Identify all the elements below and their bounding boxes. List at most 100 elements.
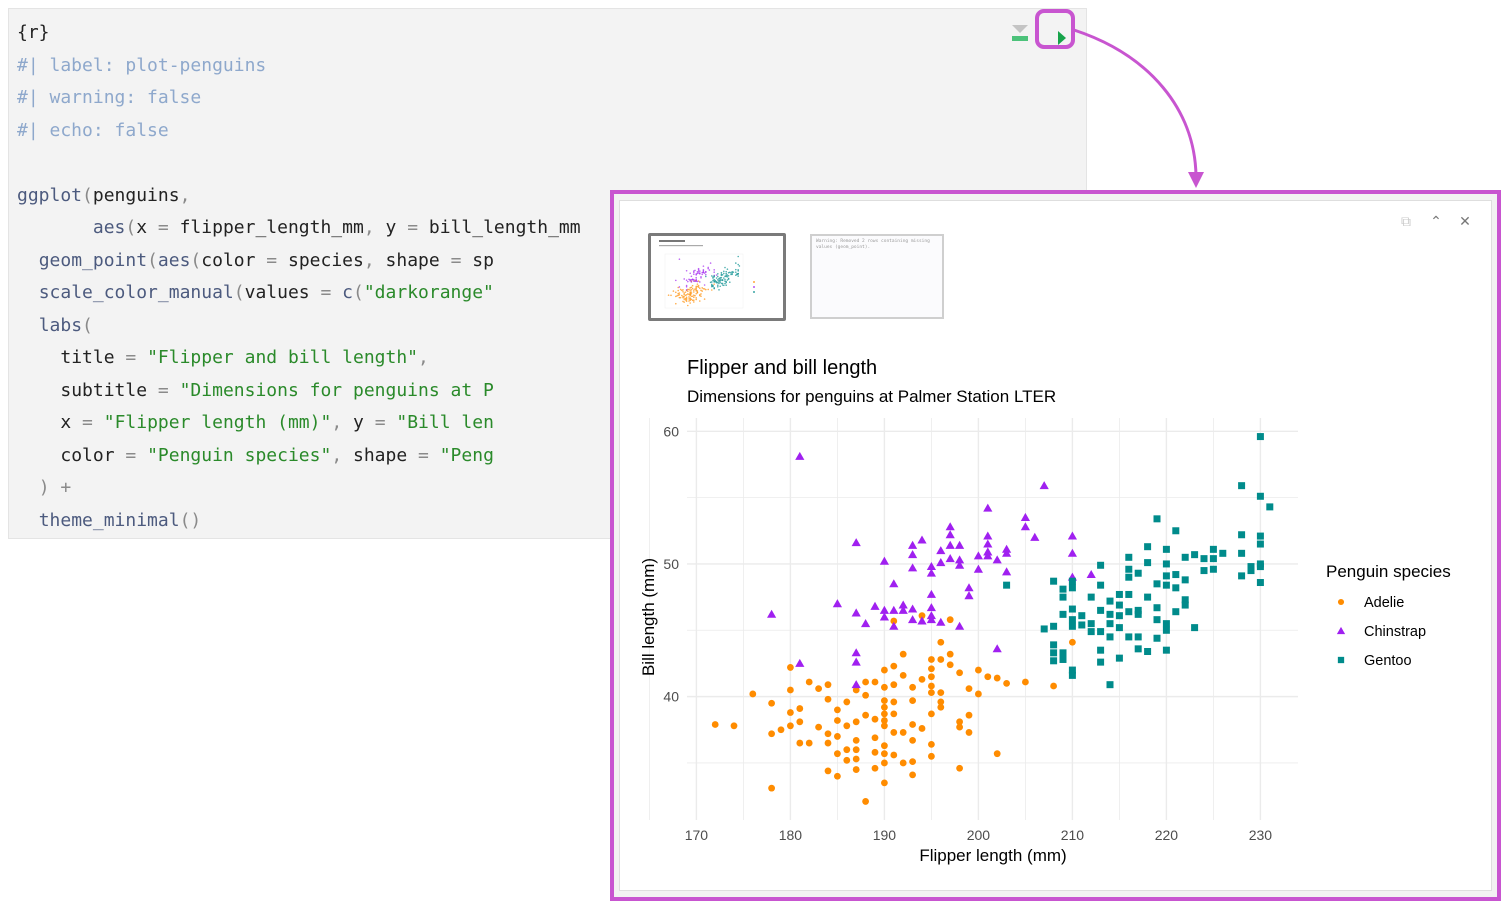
thumbnail-point [696,272,699,275]
code-token-fn: c [342,282,353,303]
thumbnail-point [690,295,693,298]
code-token-text [17,445,60,466]
code-line[interactable]: subtitle = "Dimensions for penguins at P [17,375,581,408]
code-token-comment: #| warning: false [17,87,202,108]
code-line[interactable]: ) + [17,472,581,505]
thumbnail-point [688,288,690,291]
expand-output-icon[interactable]: ⧉ [1401,213,1411,229]
code-token-fn: theme_minimal [38,509,180,531]
thumbnail-point [696,285,699,288]
code-token-text [17,217,93,238]
thumbnail-point [695,290,697,292]
code-line[interactable] [17,147,581,180]
thumbnail-point [684,294,687,297]
thumbnail-point [682,296,684,299]
thumbnail-point [699,270,701,272]
thumbnail-warning-text: Warning: Removed 2 rows containing missi… [816,239,930,250]
thumbnail-point [684,297,687,300]
code-line[interactable]: {r} [17,17,581,50]
thumbnail-point [737,270,739,272]
code-token-punc: , [363,249,386,271]
code-token-str: "Flipper and bill length" [147,347,419,368]
thumbnail-point [719,278,721,280]
thumbnail-point [720,282,723,285]
thumbnail-point [699,281,701,283]
thumbnail-point [699,300,701,302]
thumbnail-point [718,279,720,282]
thumbnail-point [685,269,688,272]
thumbnail-point [714,279,717,282]
code-token-text: bill_length_mm [428,217,581,238]
thumbnail-legend-key [753,286,755,288]
run-previous-chunks-icon[interactable] [1011,23,1029,43]
thumbnail-console-output[interactable]: Warning: Removed 2 rows containing missi… [810,234,944,319]
code-token-text [17,347,60,368]
thumbnail-plot-preview [659,240,755,309]
code-line[interactable]: x = "Flipper length (mm)", y = "Bill len [17,407,581,440]
thumbnail-point [694,288,696,290]
code-token-str: "Flipper length (mm)" [103,412,332,433]
code-line[interactable]: labs( [17,310,581,343]
code-token-punc: = [266,249,288,271]
code-token-punc: () [179,509,202,531]
code-line[interactable]: #| label: plot-penguins [17,50,581,83]
code-token-text: y [385,217,408,238]
thumbnail-point [689,294,691,297]
code-token-punc: = [374,412,397,433]
thumbnail-point [690,289,693,291]
thumbnail-plot[interactable] [648,233,786,321]
code-line[interactable]: scale_color_manual(values = c("darkorang… [17,277,581,310]
thumbnail-point [725,284,727,286]
thumbnail-point [687,293,689,295]
code-token-punc: = [125,444,148,466]
thumbnail-point [689,289,691,291]
code-line[interactable]: geom_point(aes(color = species, shape = … [17,245,581,278]
thumbnail-point [723,270,725,273]
thumbnail-point [697,270,700,272]
thumbnail-point [715,277,718,279]
code-token-punc: , [418,347,429,368]
thumbnail-subtitle-mark [659,245,703,247]
code-token-str: "Dimensions for penguins at P [179,379,494,401]
thumbnail-point [726,274,729,276]
thumbnail-point [675,295,677,298]
code-token-str: "Peng [439,444,494,466]
thumbnail-point [703,288,706,290]
code-token-punc: = [320,282,343,303]
thumbnail-point [693,278,695,281]
thumbnail-point [711,281,713,283]
code-line[interactable]: aes(x = flipper_length_mm, y = bill_leng… [17,212,581,245]
thumbnail-point [707,288,709,291]
thumbnail-point [725,274,727,277]
code-token-punc: , [363,217,386,238]
run-current-chunk-icon[interactable] [1049,25,1073,51]
code-line[interactable]: #| warning: false [17,82,581,115]
code-token-punc: = [418,444,440,466]
code-line[interactable]: color = "Penguin species", shape = "Peng [17,440,581,473]
thumbnail-point [682,300,684,303]
thumbnail-point [690,292,693,295]
thumbnail-point [720,271,723,274]
thumbnail-point [691,295,694,298]
collapse-output-icon[interactable]: ⌃ [1430,213,1442,229]
thumbnail-point [718,280,720,283]
code-line[interactable]: theme_minimal() [17,505,581,538]
code-token-text: penguins [92,184,180,206]
code-line[interactable]: #| echo: false [17,115,581,148]
code-token-punc: = [157,217,180,238]
thumbnail-point [702,265,705,267]
thumbnail-point [703,298,706,300]
thumbnail-point [682,295,684,298]
thumbnail-point [687,288,689,291]
code-editor[interactable]: {r} #| label: plot-penguins #| warning: fa… [17,17,581,537]
thumbnail-point [712,279,714,282]
code-token-text: y [353,412,375,433]
thumbnail-point [693,299,695,301]
code-line[interactable]: ggplot(penguins, [17,180,581,213]
thumbnail-point [737,263,739,266]
thumbnail-point [713,283,715,285]
thumbnail-point [726,268,729,270]
code-line[interactable]: title = "Flipper and bill length", [17,342,581,375]
close-output-icon[interactable]: ✕ [1459,213,1471,229]
code-token-text [17,250,39,271]
